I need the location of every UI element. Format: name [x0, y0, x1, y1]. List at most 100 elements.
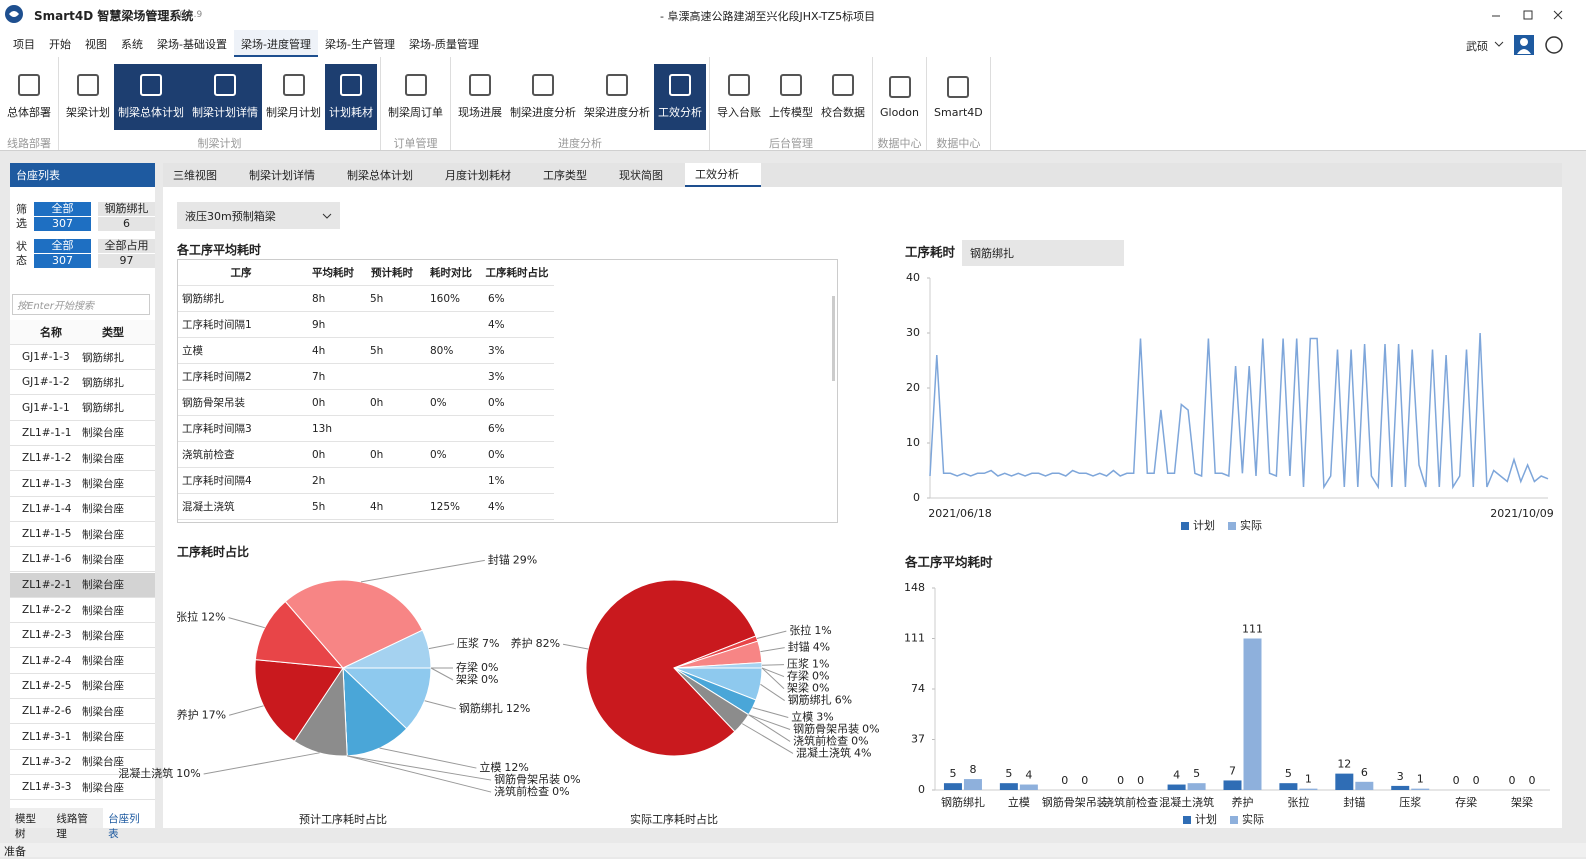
pedestal-row[interactable]: ZL1#-2-5 制梁台座 — [10, 674, 155, 699]
ribbon-button[interactable]: 制梁进度分析 — [506, 64, 580, 130]
pedestal-type: 钢筋绑扎 — [82, 402, 124, 415]
ribbon-button[interactable]: Glodon — [876, 64, 923, 130]
ribbon-group: 总体部署 线路部署 — [0, 57, 59, 150]
pedestal-type: 钢筋绑扎 — [82, 376, 124, 389]
table-cell: 工序耗时间隔3 — [178, 415, 304, 442]
button-label: 现场进展 — [458, 106, 502, 119]
user-name[interactable]: 武硕 — [1466, 40, 1488, 53]
sidebar-tab[interactable]: 台座列表 — [103, 808, 155, 840]
process-table: 工序 平均耗时 预计耗时 耗时对比 工序耗时占比 钢筋绑扎 8h 5h 160% 6% 工序耗时间隔… — [177, 259, 838, 523]
ribbon-button[interactable]: 导入台账 — [713, 64, 765, 130]
table-cell: 7h — [304, 363, 362, 390]
ribbon-button[interactable]: 计划耗材 — [325, 64, 377, 130]
column-header: 耗时对比 — [422, 260, 480, 286]
menu-item[interactable]: 梁场-生产管理 — [324, 37, 395, 51]
option-label: 全部 — [34, 239, 91, 254]
ribbon-button[interactable]: 制梁月计划 — [262, 64, 325, 130]
ribbon-button[interactable]: 现场进展 — [454, 64, 506, 130]
pedestal-row[interactable]: ZL1#-2-2 制梁台座 — [10, 598, 155, 623]
ribbon-button[interactable]: 制梁周订单 — [384, 64, 447, 130]
filter-option[interactable]: 钢筋绑扎 6 — [98, 202, 155, 231]
filter-option[interactable]: 全部占用 97 — [98, 239, 155, 268]
tab[interactable]: 现状简图 — [609, 163, 685, 187]
group-label: 进度分析 — [558, 137, 602, 150]
sidebar-tab[interactable]: 模型树 — [15, 813, 36, 840]
section-title: 工序耗时占比 — [177, 545, 250, 559]
menu-item[interactable]: 梁场-质量管理 — [408, 37, 479, 51]
pedestal-row[interactable]: GJ1#-1-2 钢筋绑扎 — [10, 370, 155, 396]
pedestal-row[interactable]: GJ1#-1-1 钢筋绑扎 — [10, 396, 155, 421]
ribbon-button[interactable]: 总体部署 — [3, 64, 55, 130]
pedestal-row[interactable]: ZL1#-2-4 制梁台座 — [10, 649, 155, 674]
ribbon-button[interactable]: 校合数据 — [817, 64, 869, 130]
menu-item[interactable]: 梁场-进度管理 — [233, 29, 318, 58]
beam-type-select[interactable]: 液压30m预制箱梁 — [177, 202, 340, 229]
pedestal-row[interactable]: ZL1#-3-3 制梁台座 — [10, 775, 155, 801]
button-icon — [469, 74, 491, 96]
tab[interactable]: 工效分析 — [685, 163, 761, 187]
pedestal-row[interactable]: ZL1#-3-2 制梁台座 — [10, 750, 155, 775]
table-cell: 4% — [480, 493, 554, 520]
column-header: 名称 — [40, 326, 62, 339]
table-cell: 钢筋骨架吊装 — [178, 389, 304, 416]
pedestal-row[interactable]: ZL1#-1-6 制梁台座 — [10, 547, 155, 573]
menu-item[interactable]: 梁场-基础设置 — [157, 37, 227, 51]
pedestal-row[interactable]: ZL1#-1-2 制梁台座 — [10, 446, 155, 472]
pedestal-type: 制梁台座 — [82, 604, 124, 617]
pedestal-type: 制梁台座 — [82, 528, 124, 541]
pedestal-type: 制梁台座 — [82, 655, 124, 668]
sidebar: 台座列表 筛选 全部 307 钢筋绑扎 6 状态 全部 307 全部占用 97 按Enter开始搜索名… — [10, 163, 155, 840]
pedestal-row[interactable]: ZL1#-2-6 制梁台座 — [10, 699, 155, 725]
pedestal-type: 制梁台座 — [82, 629, 124, 642]
tab[interactable]: 三维视图 — [163, 163, 239, 187]
pedestal-name: ZL1#-1-6 — [22, 553, 72, 566]
pedestal-name: ZL1#-1-4 — [22, 502, 72, 515]
menu-item[interactable]: 系统 — [121, 37, 143, 51]
ribbon-button[interactable]: 制梁总体计划 — [114, 64, 188, 130]
tab[interactable]: 制梁计划详情 — [239, 163, 337, 187]
menu-item[interactable]: 项目 — [13, 37, 35, 51]
table: 工序 平均耗时 预计耗时 耗时对比 工序耗时占比 钢筋绑扎 8h 5h 160% 6% 工序耗时间隔… — [178, 260, 554, 520]
tab[interactable]: 制梁总体计划 — [337, 163, 435, 187]
process-select[interactable]: 钢筋绑扎 — [962, 240, 1124, 266]
filter-option[interactable]: 全部 307 — [34, 239, 91, 268]
ribbon-group: 现场进展 制梁进度分析 架梁进度分析 工效分析进度分析 — [451, 57, 710, 150]
pedestal-row[interactable]: ZL1#-1-5 制梁台座 — [10, 522, 155, 548]
ribbon-button[interactable]: 上传模型 — [765, 64, 817, 130]
window-controls[interactable] — [1486, 6, 1576, 24]
table-cell: 混凝土浇筑 — [178, 493, 304, 520]
menu-item[interactable]: 开始 — [49, 37, 71, 51]
pedestal-row[interactable]: ZL1#-3-1 制梁台座 — [10, 725, 155, 750]
pedestal-row[interactable]: ZL1#-1-4 制梁台座 — [10, 497, 155, 522]
table-cell: 工序耗时间隔2 — [178, 363, 304, 390]
ribbon-button[interactable]: 工效分析 — [654, 64, 706, 130]
pedestal-name: ZL1#-1-5 — [22, 528, 72, 541]
table-cell: 0h — [362, 389, 422, 416]
pedestal-name: ZL1#-3-1 — [22, 730, 72, 743]
header-row: 工序 平均耗时 预计耗时 耗时对比 工序耗时占比 — [178, 260, 554, 286]
ribbon-button[interactable]: 架梁进度分析 — [580, 64, 654, 130]
ribbon-button[interactable]: Smart4D — [930, 64, 987, 130]
tab[interactable]: 工序类型 — [533, 163, 609, 187]
tab-label: 月度计划耗材 — [445, 169, 511, 182]
table-cell — [362, 311, 422, 338]
ribbon-button[interactable]: 架梁计划 — [62, 64, 114, 130]
menu-item[interactable]: 视图 — [85, 37, 107, 51]
filter-option[interactable]: 全部 307 — [34, 202, 91, 231]
app-version: v0.3.9 — [174, 10, 203, 20]
ribbon-button[interactable]: 制梁计划详情 — [188, 64, 262, 130]
filter-label: 状态 — [16, 240, 27, 267]
pedestal-row[interactable]: GJ1#-1-3 钢筋绑扎 — [10, 345, 155, 370]
chevron — [322, 213, 332, 219]
table-cell: 3% — [480, 337, 554, 364]
pedestal-row[interactable]: ZL1#-2-1 制梁台座 — [10, 572, 155, 598]
pedestal-row[interactable]: ZL1#-1-3 制梁台座 — [10, 472, 155, 497]
table-cell: 5h — [362, 285, 422, 312]
pedestal-row[interactable]: ZL1#-2-3 制梁台座 — [10, 623, 155, 649]
search-box[interactable]: 按Enter开始搜索 — [12, 294, 150, 315]
pedestal-row[interactable]: ZL1#-1-1 制梁台座 — [10, 421, 155, 446]
sidebar-tab[interactable]: 线路管理 — [56, 813, 88, 840]
button-icon — [832, 74, 854, 96]
tab[interactable]: 月度计划耗材 — [435, 163, 533, 187]
app-name: Smart4D 智慧梁场管理系统 — [34, 9, 194, 23]
